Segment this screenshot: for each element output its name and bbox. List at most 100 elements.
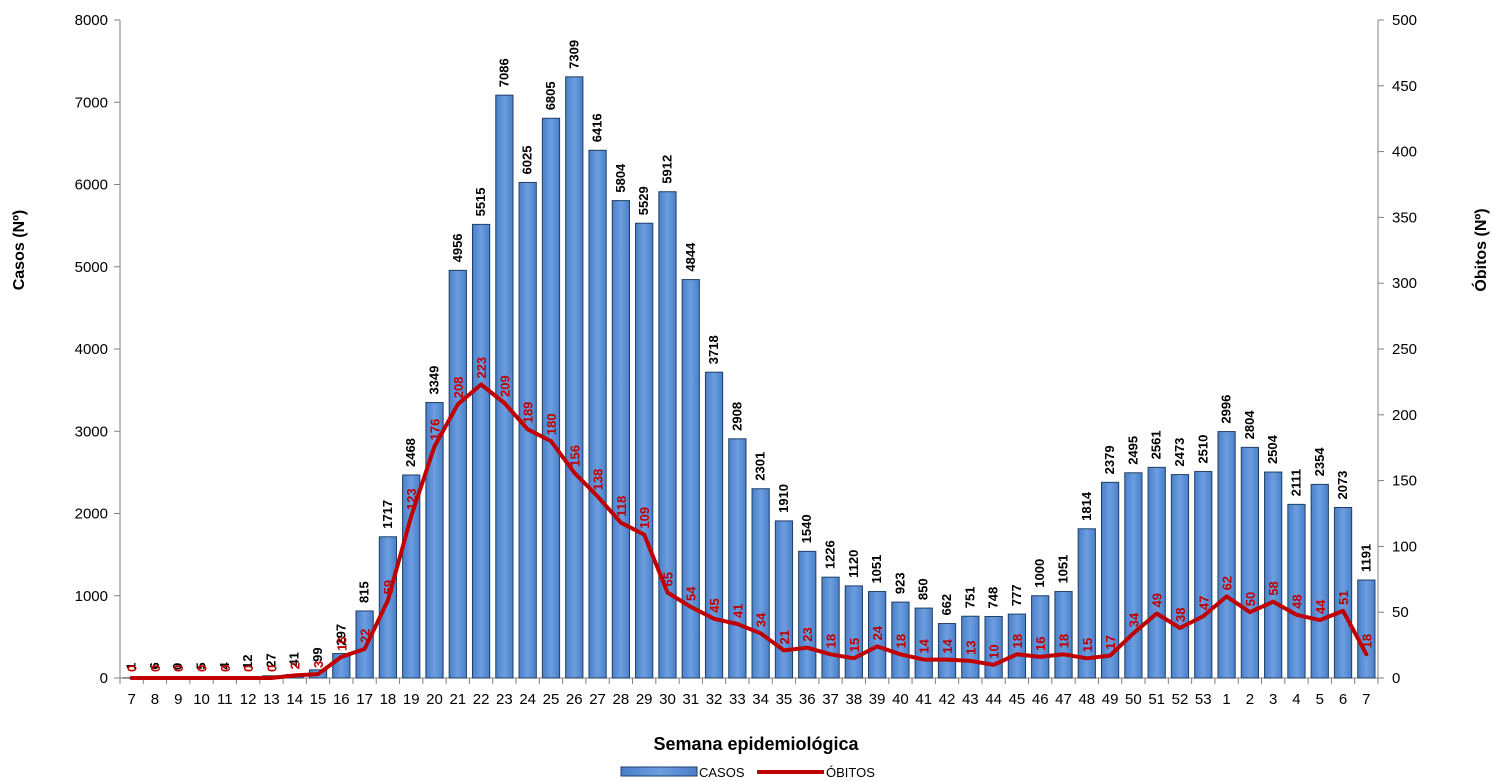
bar <box>425 402 444 679</box>
x-tick-label: 6 <box>1339 691 1347 708</box>
line-value-label: 54 <box>684 586 699 601</box>
bar <box>1357 579 1376 679</box>
line-value-label: 16 <box>1033 636 1048 650</box>
line-value-label: 0 <box>171 665 186 672</box>
x-tick-label: 7 <box>127 691 135 708</box>
line-value-label: 0 <box>241 665 256 672</box>
bar <box>751 488 770 679</box>
bar-value-label: 99 <box>310 647 325 661</box>
line-value-label: 209 <box>497 375 512 397</box>
x-tick-label: 40 <box>892 691 909 708</box>
bar-value-label: 2073 <box>1335 471 1350 500</box>
bar <box>1170 474 1190 679</box>
bar <box>471 223 491 679</box>
bar-value-label: 2301 <box>753 452 768 481</box>
y2-tick-label: 350 <box>1392 209 1417 226</box>
x-tick-label: 50 <box>1125 691 1142 708</box>
line-value-label: 14 <box>917 638 932 653</box>
bar-value-label: 297 <box>333 624 348 646</box>
bar-value-label: 7086 <box>496 58 511 87</box>
x-tick-label: 3 <box>1269 691 1277 708</box>
bar-value-label: 12 <box>240 655 255 669</box>
bar <box>1240 446 1259 679</box>
bar <box>1287 503 1306 679</box>
bar <box>1264 471 1283 679</box>
bar <box>868 591 887 679</box>
bar <box>1310 483 1329 679</box>
line-value-label: 0 <box>218 665 233 672</box>
x-tick-label: 53 <box>1195 691 1212 708</box>
bar <box>635 222 654 679</box>
bar-value-label: 1051 <box>1056 555 1071 584</box>
line-value-label: 49 <box>1150 593 1165 607</box>
x-tick-label: 17 <box>356 691 373 708</box>
bar <box>844 585 863 679</box>
bar-value-label: 2561 <box>1149 430 1164 459</box>
x-tick-label: 24 <box>519 691 536 708</box>
bar-value-label: 2111 <box>1288 469 1303 497</box>
bar-value-label: 4 <box>217 662 232 670</box>
bar-value-label: 7309 <box>566 40 581 69</box>
bar <box>1147 466 1166 679</box>
bar-value-label: 2473 <box>1172 438 1187 467</box>
x-tick-label: 38 <box>845 691 862 708</box>
y-tick-label: 5000 <box>75 259 108 276</box>
axes: 0100020003000400050006000700080000501001… <box>75 12 1417 708</box>
x-tick-label: 42 <box>939 691 956 708</box>
line-value-label: 223 <box>474 357 489 379</box>
y-tick-label: 3000 <box>75 423 108 440</box>
bar-value-label: 1000 <box>1032 559 1047 588</box>
x-tick-label: 34 <box>752 691 769 708</box>
bar-value-label: 4956 <box>450 233 465 262</box>
legend-swatch-casos <box>620 766 698 777</box>
line-value-label: 176 <box>428 419 443 441</box>
bar-value-label: 41 <box>287 652 302 666</box>
x-tick-label: 35 <box>776 691 793 708</box>
x-tick-label: 1 <box>1222 691 1230 708</box>
bar-value-label: 1 <box>124 663 139 670</box>
x-tick-label: 20 <box>426 691 443 708</box>
bar-value-label: 1191 <box>1358 544 1373 572</box>
bar-value-label: 0 <box>170 663 185 670</box>
obitos-line <box>129 382 1369 680</box>
line-value-label: 41 <box>730 604 745 618</box>
bar-value-label: 2804 <box>1242 410 1257 440</box>
bar-value-label: 2354 <box>1312 447 1327 477</box>
line-value-label: 59 <box>381 580 396 594</box>
bar-value-label: 1814 <box>1079 491 1094 521</box>
line-value-label: 18 <box>893 634 908 648</box>
x-tick-label: 19 <box>403 691 420 708</box>
y2-tick-label: 300 <box>1392 275 1417 292</box>
x-tick-label: 52 <box>1172 691 1189 708</box>
x-tick-label: 16 <box>333 691 350 708</box>
bar <box>541 117 561 679</box>
bar <box>821 576 840 679</box>
line-value-label: 123 <box>404 488 419 510</box>
y-tick-label: 4000 <box>75 341 108 358</box>
bar-value-label: 2495 <box>1125 436 1140 465</box>
bar-value-label: 27 <box>263 653 278 667</box>
x-tick-label: 33 <box>729 691 746 708</box>
bar-value-label: 5912 <box>659 155 674 184</box>
x-tick-label: 7 <box>1362 691 1370 708</box>
bar-value-label: 3349 <box>427 366 442 395</box>
bar-value-label: 2379 <box>1102 445 1117 474</box>
x-tick-label: 37 <box>822 691 839 708</box>
bar-value-label: 6 <box>147 662 162 669</box>
bar <box>1124 472 1143 679</box>
line-value-label: 3 <box>311 661 326 668</box>
line-value-label: 13 <box>963 640 978 654</box>
bar-value-label: 777 <box>1009 584 1024 606</box>
bar-value-label: 923 <box>892 572 907 594</box>
bar-value-label: 2468 <box>403 438 418 467</box>
line-value-label: 23 <box>800 627 815 641</box>
line-value-label: 18 <box>1359 634 1374 648</box>
bar-value-label: 2908 <box>729 402 744 431</box>
line-value-label: 2 <box>288 662 303 669</box>
y2-tick-label: 200 <box>1392 407 1417 424</box>
legend-label-obitos: ÓBITOS <box>826 765 875 780</box>
line-value-label: 47 <box>1196 596 1211 610</box>
x-tick-label: 21 <box>449 691 466 708</box>
line-value-label: 189 <box>521 402 536 424</box>
bar-value-label: 1120 <box>846 550 861 578</box>
